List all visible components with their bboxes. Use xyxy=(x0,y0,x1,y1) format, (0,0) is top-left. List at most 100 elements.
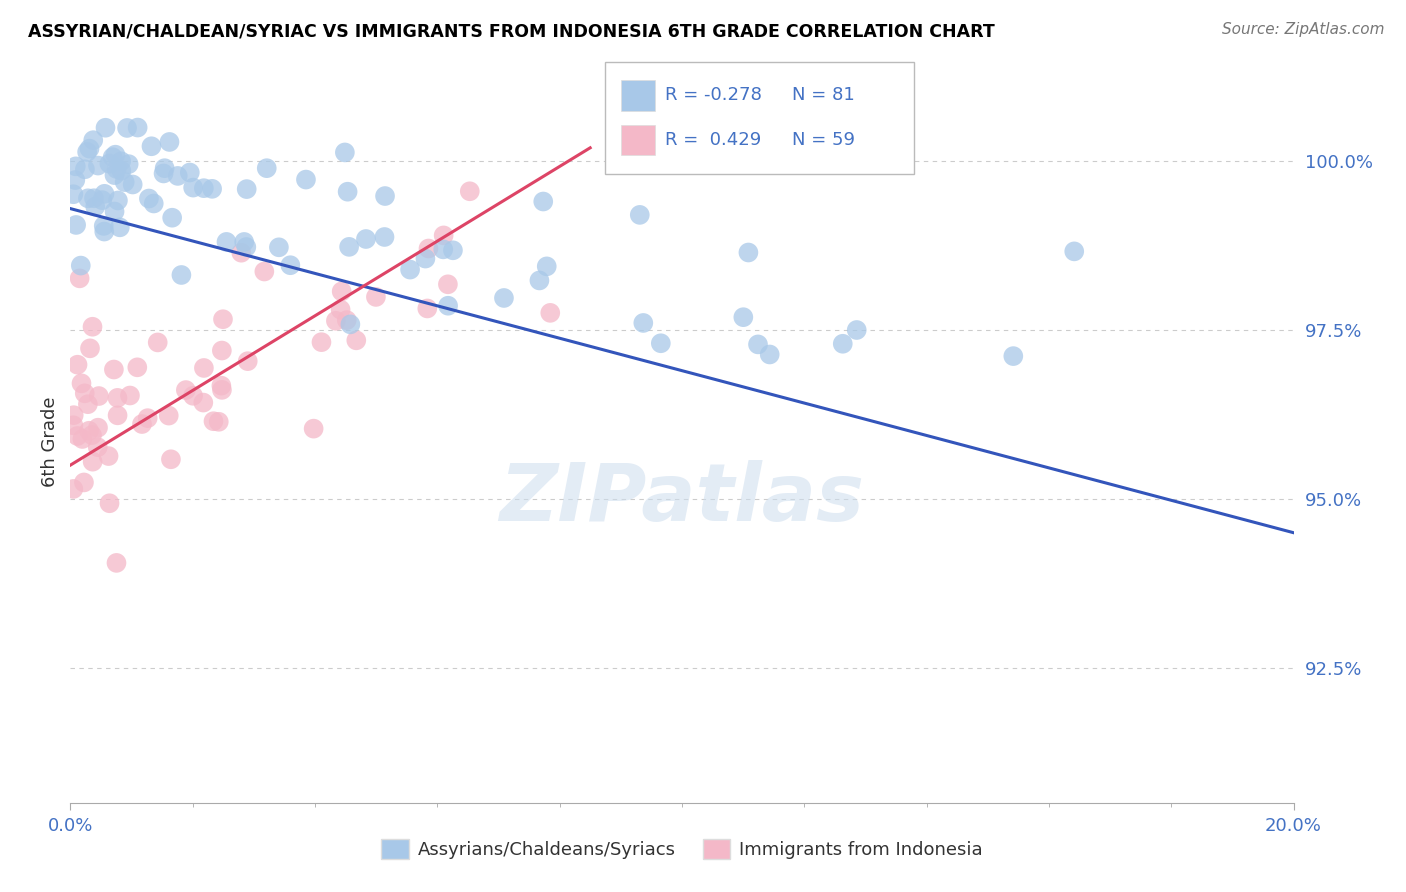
Point xyxy=(160,211,183,225)
Point xyxy=(66,429,89,443)
Point xyxy=(108,220,131,235)
Point xyxy=(628,208,651,222)
Point xyxy=(152,166,174,180)
Point xyxy=(492,291,515,305)
Point xyxy=(70,376,93,391)
Point xyxy=(80,428,103,442)
Point xyxy=(215,235,238,249)
Point xyxy=(415,252,437,266)
Point xyxy=(433,228,456,243)
Point xyxy=(295,172,318,186)
Point xyxy=(211,383,233,397)
Point xyxy=(193,181,215,195)
Text: R = -0.278: R = -0.278 xyxy=(665,87,762,104)
Point xyxy=(174,383,197,397)
Point xyxy=(121,178,143,192)
Point xyxy=(103,168,125,182)
Text: N = 81: N = 81 xyxy=(792,87,855,104)
Point xyxy=(831,336,853,351)
Point xyxy=(84,200,107,214)
Point xyxy=(336,185,359,199)
Point xyxy=(82,455,104,469)
Point xyxy=(538,306,561,320)
Point xyxy=(253,264,276,278)
Point xyxy=(142,196,165,211)
Point xyxy=(333,145,356,160)
Point xyxy=(758,347,780,361)
Point xyxy=(82,319,104,334)
Point xyxy=(105,161,128,176)
Point xyxy=(432,243,454,257)
Point xyxy=(529,273,551,287)
Point xyxy=(170,268,193,282)
Point xyxy=(364,290,387,304)
Point xyxy=(536,260,558,274)
Point xyxy=(845,323,868,337)
Point xyxy=(97,449,120,463)
Point xyxy=(441,244,464,258)
Point xyxy=(77,424,100,438)
Point xyxy=(72,432,94,446)
Point xyxy=(62,187,84,202)
Point xyxy=(325,314,347,328)
Point xyxy=(114,175,136,189)
Point xyxy=(118,388,141,402)
Text: ASSYRIAN/CHALDEAN/SYRIAC VS IMMIGRANTS FROM INDONESIA 6TH GRADE CORRELATION CHAR: ASSYRIAN/CHALDEAN/SYRIAC VS IMMIGRANTS F… xyxy=(28,22,995,40)
Text: ZIPatlas: ZIPatlas xyxy=(499,460,865,539)
Point xyxy=(153,161,176,176)
Point xyxy=(73,386,96,401)
Point xyxy=(104,147,127,161)
Point xyxy=(339,318,361,332)
Point xyxy=(344,334,367,348)
Point xyxy=(103,204,125,219)
Point xyxy=(94,120,117,135)
Point xyxy=(93,186,115,201)
Point xyxy=(374,189,396,203)
Point xyxy=(82,133,104,147)
Point xyxy=(437,277,460,292)
Point xyxy=(336,313,359,327)
Point xyxy=(101,150,124,164)
Point xyxy=(127,120,149,135)
Legend: Assyrians/Chaldeans/Syriacs, Immigrants from Indonesia: Assyrians/Chaldeans/Syriacs, Immigrants … xyxy=(374,831,990,866)
Point xyxy=(77,191,100,205)
Point xyxy=(737,245,759,260)
Point xyxy=(267,240,290,254)
Text: N = 59: N = 59 xyxy=(792,131,855,149)
Point xyxy=(193,361,215,376)
Point xyxy=(98,156,121,170)
Point xyxy=(399,262,422,277)
Point xyxy=(98,496,121,510)
Point xyxy=(62,418,84,433)
Point xyxy=(127,360,149,375)
Point xyxy=(69,271,91,285)
Point xyxy=(118,157,141,171)
Point xyxy=(458,184,481,198)
Point xyxy=(231,245,253,260)
Point xyxy=(201,182,224,196)
Point xyxy=(181,180,204,194)
Point xyxy=(73,162,96,177)
Point xyxy=(159,135,181,149)
Point xyxy=(79,142,101,156)
Point xyxy=(62,482,84,496)
Point xyxy=(131,417,153,431)
Point xyxy=(311,335,333,350)
Point xyxy=(280,258,302,272)
Point xyxy=(302,422,325,436)
Point xyxy=(416,301,439,316)
Point xyxy=(103,362,125,376)
Text: Source: ZipAtlas.com: Source: ZipAtlas.com xyxy=(1222,22,1385,37)
Point xyxy=(87,159,110,173)
Point xyxy=(747,337,769,351)
Point xyxy=(76,145,98,159)
Point xyxy=(337,240,360,254)
Point xyxy=(79,342,101,356)
Point xyxy=(373,230,395,244)
Point xyxy=(157,409,180,423)
Point xyxy=(1002,349,1025,363)
Point xyxy=(733,310,755,325)
Point xyxy=(107,409,129,423)
Point xyxy=(437,299,460,313)
Point xyxy=(110,154,132,169)
